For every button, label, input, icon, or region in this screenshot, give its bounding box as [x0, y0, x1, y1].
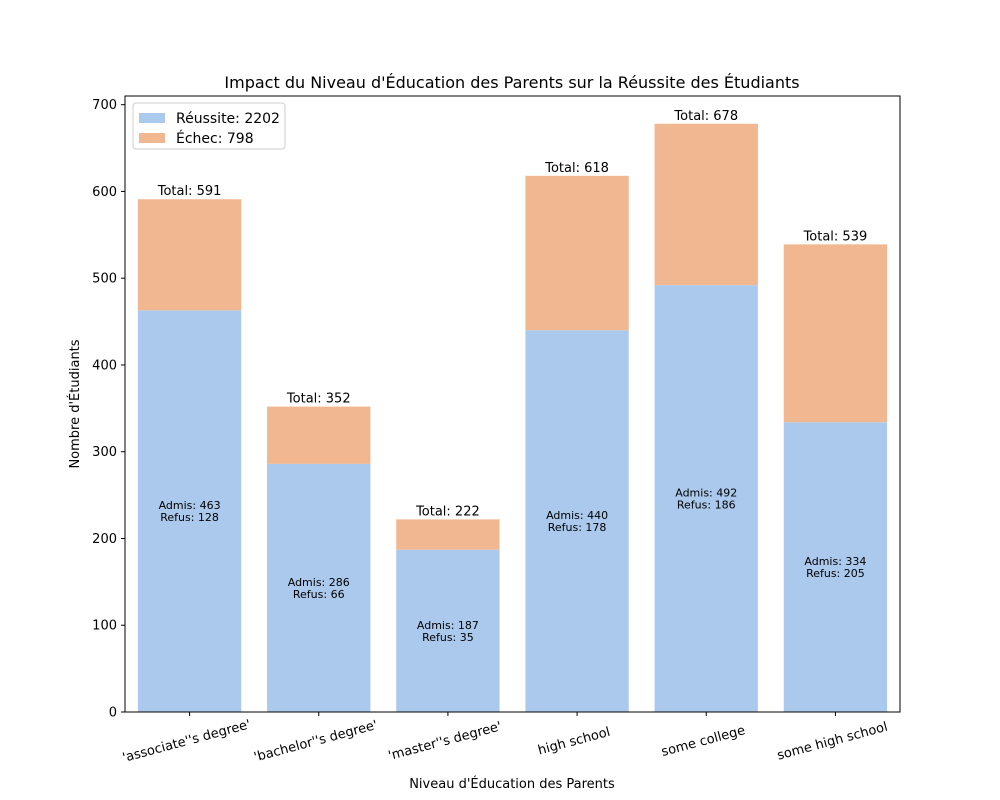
y-tick-label: 400: [92, 358, 117, 373]
total-label: Total: 591: [157, 184, 222, 199]
refus-label: Refus: 178: [548, 521, 607, 534]
x-tick-label: some high school: [776, 720, 890, 764]
refus-label: Refus: 205: [806, 567, 865, 580]
x-tick-label: 'bachelor''s degree': [252, 718, 379, 765]
refus-label: Refus: 35: [422, 631, 474, 644]
x-tick-label: some college: [660, 723, 747, 760]
admis-label: Admis: 463: [159, 499, 221, 512]
admis-label: Admis: 187: [417, 619, 479, 632]
y-tick-label: 700: [92, 98, 117, 113]
x-axis: 'associate''s degree''bachelor''s degree…: [121, 712, 889, 766]
bar-echec: [267, 406, 371, 464]
x-axis-title: Niveau d'Éducation des Parents: [409, 776, 615, 792]
y-tick-label: 0: [109, 706, 117, 721]
bar-echec: [396, 519, 500, 550]
bar-echec: [525, 175, 629, 331]
y-tick-label: 500: [92, 272, 117, 287]
bar-echec: [783, 244, 888, 423]
legend-label-echec: Échec: 798: [176, 130, 254, 147]
admis-label: Admis: 492: [675, 487, 737, 500]
bar-reussite: [525, 330, 629, 712]
bar-echec: [137, 199, 242, 311]
legend-label-reussite: Réussite: 2202: [176, 111, 280, 127]
bar-reussite: [783, 422, 888, 712]
legend-box: [132, 102, 286, 150]
y-tick-label: 300: [92, 445, 117, 460]
bar-reussite: [137, 310, 242, 712]
total-label: Total: 678: [673, 109, 738, 124]
refus-label: Refus: 66: [293, 588, 345, 601]
total-label: Total: 352: [286, 392, 351, 407]
bar-reussite: [654, 285, 758, 712]
admis-label: Admis: 440: [546, 509, 608, 522]
admis-label: Admis: 286: [288, 576, 350, 589]
bar-reussite: [267, 463, 371, 712]
refus-label: Refus: 186: [677, 499, 736, 512]
legend-swatch-echec: [139, 133, 165, 143]
plot-frame: [124, 95, 901, 713]
bar-echec: [654, 123, 758, 286]
admis-label: Admis: 334: [804, 555, 866, 568]
y-tick-label: 600: [92, 185, 117, 200]
y-tick-label: 100: [92, 619, 117, 634]
total-label: Total: 618: [544, 161, 609, 176]
legend-swatch-reussite: [139, 113, 165, 123]
x-tick-label: 'associate''s degree': [121, 717, 252, 766]
total-label: Total: 539: [803, 229, 868, 244]
y-axis: 0 100 200 300 400 500 600 700: [92, 98, 125, 721]
x-tick-label: 'master''s degree': [387, 719, 504, 764]
bar-reussite: [396, 549, 500, 712]
bars-layer: [137, 123, 888, 712]
chart-title: Impact du Niveau d'Éducation des Parents…: [224, 73, 799, 92]
y-axis-title: Nombre d'Étudiants: [67, 339, 83, 468]
total-label: Total: 222: [415, 504, 480, 519]
refus-label: Refus: 128: [160, 511, 219, 524]
x-tick-label: high school: [536, 725, 612, 759]
legend: Réussite: 2202 Échec: 798: [132, 102, 286, 150]
y-tick-label: 200: [92, 532, 117, 547]
